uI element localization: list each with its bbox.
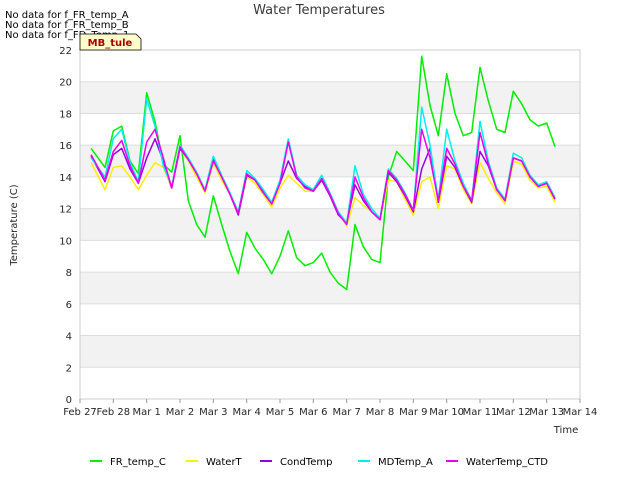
y-tick-label: 2 [66,363,72,374]
annotation-label: MB_tule [88,38,133,49]
grid-band [80,208,580,241]
legend-label: MDTemp_A [378,457,433,468]
y-axis-ticks: 0 2 4 6 8 10 12 14 16 18 20 22 [59,46,72,406]
x-tick-label: Mar 8 [366,407,394,418]
y-tick-label: 6 [66,300,72,311]
x-tick-label: Mar 1 [132,407,160,418]
y-axis-label: Temperature (C) [9,184,20,266]
x-tick-label: Mar 4 [232,407,260,418]
grid-band [80,81,580,114]
series-line-watertemp-ctd [90,128,556,226]
y-tick-label: 20 [59,78,72,89]
no-data-message: No data for f_FR_temp_A [5,10,129,21]
background-bands [80,81,580,368]
x-axis-ticks: Feb 27 Feb 28 Mar 1 Mar 2 Mar 3 Mar 4 Mar 5 Mar… [63,399,597,418]
chart-title: Water Temperatures [253,3,385,18]
x-tick-label: Feb 28 [97,407,131,418]
legend-label: FR_temp_C [110,457,166,468]
x-tick-label: Mar 10 [429,407,464,418]
x-tick-label: Mar 2 [166,407,194,418]
y-tick-label: 22 [59,46,72,57]
x-tick-label: Mar 13 [529,407,564,418]
x-tick-label: Mar 11 [463,407,498,418]
y-tick-label: 4 [66,332,72,343]
no-data-message: No data for f_FR_temp_B [5,20,129,31]
site-annotation: MB_tule [79,33,142,51]
x-tick-label: Mar 5 [266,407,294,418]
x-axis-label: Time [553,425,578,436]
y-tick-label: 10 [59,236,72,247]
plot-frame [79,49,581,400]
y-tick-label: 16 [59,141,72,152]
y-tick-label: 12 [59,205,72,216]
series-line-fr-temp-c [90,55,556,291]
grid-band [80,335,580,368]
y-tick-label: 18 [59,109,72,120]
legend-label: CondTemp [280,457,332,468]
no-data-message: No data for f_FD_Temp_1 [5,30,129,41]
x-tick-label: Mar 7 [332,407,360,418]
series-lines [90,55,556,291]
legend-label: WaterTemp_CTD [466,457,548,468]
y-tick-label: 14 [59,173,72,184]
grid-band [80,272,580,304]
x-tick-label: Mar 14 [563,407,598,418]
x-tick-label: Feb 27 [63,407,97,418]
x-tick-label: Mar 12 [496,407,531,418]
legend-label: WaterT [206,457,243,468]
grid-band [80,145,580,177]
y-tick-label: 8 [66,268,72,279]
legend: FR_temp_C WaterT CondTemp MDTemp_A WaterTemp… [90,457,548,468]
y-tick-label: 0 [66,395,72,406]
x-tick-label: Mar 6 [299,407,327,418]
x-tick-label: Mar 9 [399,407,427,418]
x-tick-label: Mar 3 [199,407,227,418]
